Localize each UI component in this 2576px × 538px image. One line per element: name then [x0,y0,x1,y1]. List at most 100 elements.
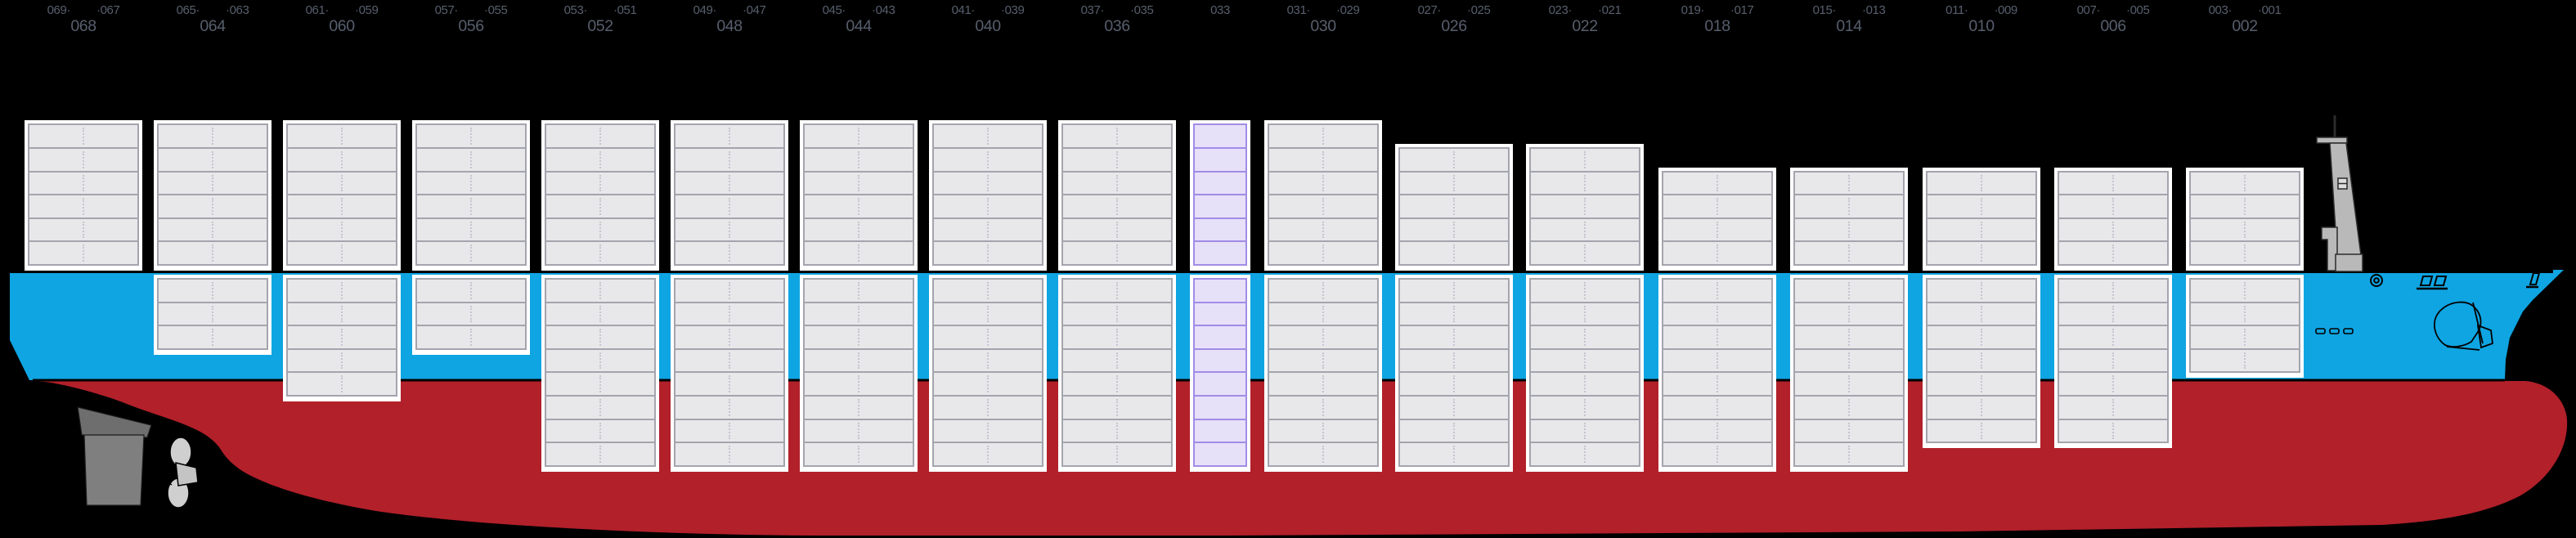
container-slot[interactable] [157,170,268,196]
container-slot[interactable] [545,240,656,266]
container-slot[interactable] [674,170,785,196]
container-slot[interactable] [1398,301,1510,327]
container-slot[interactable] [1793,442,1905,467]
container-slot[interactable] [803,347,914,374]
container-slot[interactable] [1529,278,1640,303]
container-slot[interactable] [1398,278,1510,303]
container-slot[interactable] [1193,146,1247,173]
container-slot[interactable] [1662,325,1773,350]
container-slot[interactable] [1662,194,1773,219]
container-slot[interactable] [157,325,268,350]
container-slot[interactable] [1061,442,1173,467]
container-slot[interactable] [545,170,656,196]
container-slot[interactable] [1268,194,1379,219]
container-slot[interactable] [1662,301,1773,327]
container-slot[interactable] [1529,371,1640,397]
container-slot[interactable] [1268,278,1379,303]
container-slot[interactable] [1398,170,1510,196]
container-slot[interactable] [286,347,397,374]
container-slot[interactable] [545,442,656,467]
container-slot[interactable] [674,278,785,303]
container-slot[interactable] [157,194,268,219]
container-slot[interactable] [2189,194,2300,219]
container-slot[interactable] [286,146,397,173]
container-slot[interactable] [157,217,268,243]
container-slot[interactable] [1529,217,1640,243]
container-slot[interactable] [1662,394,1773,420]
container-slot[interactable] [1529,347,1640,374]
container-slot[interactable] [1061,194,1173,219]
container-slot[interactable] [1926,278,2037,303]
container-slot[interactable] [1193,240,1247,266]
container-slot[interactable] [932,301,1043,327]
container-slot[interactable] [1061,394,1173,420]
container-slot[interactable] [1926,170,2037,196]
container-slot[interactable] [415,146,527,173]
container-slot[interactable] [674,325,785,350]
container-slot[interactable] [803,371,914,397]
container-slot[interactable] [1529,442,1640,467]
container-slot[interactable] [1926,301,2037,327]
container-slot[interactable] [2189,170,2300,196]
container-slot[interactable] [545,347,656,374]
container-slot[interactable] [1268,394,1379,420]
container-slot[interactable] [1793,170,1905,196]
container-slot[interactable] [1268,301,1379,327]
container-slot[interactable] [1061,278,1173,303]
container-slot[interactable] [1529,418,1640,444]
container-slot[interactable] [1193,170,1247,196]
container-slot[interactable] [1398,418,1510,444]
container-slot[interactable] [1268,325,1379,350]
container-slot[interactable] [1398,347,1510,374]
container-slot[interactable] [1061,146,1173,173]
container-slot[interactable] [803,194,914,219]
container-slot[interactable] [28,240,139,266]
container-slot[interactable] [1398,394,1510,420]
container-slot[interactable] [674,418,785,444]
container-slot[interactable] [157,240,268,266]
container-slot[interactable] [1193,301,1247,327]
container-slot[interactable] [932,170,1043,196]
container-slot[interactable] [1193,418,1247,444]
container-slot[interactable] [1061,371,1173,397]
container-slot[interactable] [1193,347,1247,374]
container-slot[interactable] [1926,347,2037,374]
container-slot[interactable] [1662,217,1773,243]
container-slot[interactable] [2058,278,2169,303]
container-slot[interactable] [286,217,397,243]
container-slot[interactable] [2058,371,2169,397]
container-slot[interactable] [1398,194,1510,219]
container-slot[interactable] [1193,394,1247,420]
container-slot[interactable] [674,194,785,219]
container-slot[interactable] [286,240,397,266]
container-slot[interactable] [2058,240,2169,266]
container-slot[interactable] [2058,394,2169,420]
container-slot[interactable] [1793,194,1905,219]
container-slot[interactable] [1193,194,1247,219]
container-slot[interactable] [545,301,656,327]
container-slot[interactable] [1926,325,2037,350]
container-slot[interactable] [2058,170,2169,196]
container-slot[interactable] [1926,394,2037,420]
container-slot[interactable] [157,146,268,173]
container-slot[interactable] [674,301,785,327]
container-slot[interactable] [1061,347,1173,374]
container-slot[interactable] [932,371,1043,397]
container-slot[interactable] [1793,325,1905,350]
container-slot[interactable] [415,170,527,196]
container-slot[interactable] [674,217,785,243]
container-slot[interactable] [1398,325,1510,350]
container-slot[interactable] [803,325,914,350]
container-slot[interactable] [803,278,914,303]
container-slot[interactable] [1529,170,1640,196]
container-slot[interactable] [286,371,397,397]
container-slot[interactable] [1061,418,1173,444]
container-slot[interactable] [1398,442,1510,467]
container-slot[interactable] [1268,240,1379,266]
container-slot[interactable] [28,146,139,173]
container-slot[interactable] [932,240,1043,266]
container-slot[interactable] [1193,371,1247,397]
container-slot[interactable] [1268,442,1379,467]
container-slot[interactable] [1529,394,1640,420]
container-slot[interactable] [1529,147,1640,173]
